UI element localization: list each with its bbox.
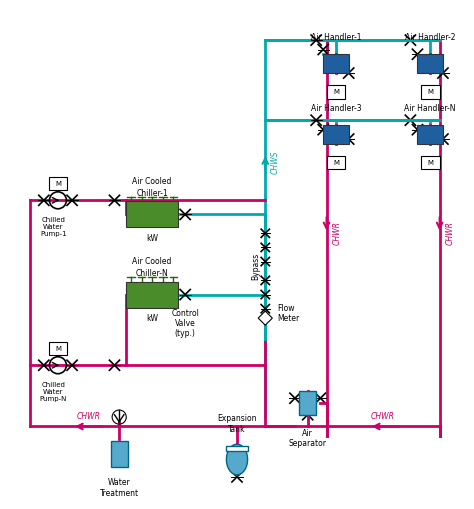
Text: CHWR: CHWR xyxy=(371,412,395,421)
Text: CHWS: CHWS xyxy=(271,151,280,175)
Text: Air Cooled: Air Cooled xyxy=(133,177,172,186)
Bar xyxy=(126,281,178,307)
Bar xyxy=(227,446,247,451)
Text: Air Cooled: Air Cooled xyxy=(133,257,172,266)
Text: Air Handler-2: Air Handler-2 xyxy=(405,34,456,42)
Text: Air
Separator: Air Separator xyxy=(289,429,327,448)
Text: Air Handler-3: Air Handler-3 xyxy=(310,104,361,113)
Bar xyxy=(327,156,346,169)
Text: CHWR: CHWR xyxy=(445,221,454,245)
Text: M: M xyxy=(333,160,339,165)
Bar xyxy=(327,86,346,99)
Text: Water
Treatment: Water Treatment xyxy=(100,478,139,498)
Text: kW: kW xyxy=(146,314,158,323)
Bar xyxy=(48,177,67,190)
Text: kW: kW xyxy=(146,234,158,243)
Bar xyxy=(421,86,439,99)
Text: Air Handler-N: Air Handler-N xyxy=(404,104,456,113)
Text: Control
Valve
(typ.): Control Valve (typ.) xyxy=(171,308,199,338)
Bar xyxy=(48,342,67,355)
Text: Chilled
Water
Pump-N: Chilled Water Pump-N xyxy=(39,382,67,402)
Bar xyxy=(299,391,316,415)
Text: Air Handler-1: Air Handler-1 xyxy=(310,34,361,42)
Text: Bypass: Bypass xyxy=(252,252,261,280)
Text: M: M xyxy=(55,181,61,187)
Text: Chiller-N: Chiller-N xyxy=(136,269,169,278)
Text: M: M xyxy=(427,160,433,165)
Text: M: M xyxy=(333,89,339,95)
Text: Flow
Meter: Flow Meter xyxy=(277,304,299,323)
Bar xyxy=(417,125,443,144)
Bar xyxy=(323,125,349,144)
Bar xyxy=(323,54,349,73)
Text: Expansion
Tank: Expansion Tank xyxy=(217,414,257,434)
Text: M: M xyxy=(427,89,433,95)
Ellipse shape xyxy=(227,444,247,475)
Bar xyxy=(417,54,443,73)
Text: M: M xyxy=(55,346,61,352)
Bar xyxy=(111,441,128,467)
Bar xyxy=(126,202,178,228)
Text: CHWR: CHWR xyxy=(77,412,100,421)
Bar xyxy=(421,156,439,169)
Text: Chilled
Water
Pump-1: Chilled Water Pump-1 xyxy=(40,217,66,237)
Text: Chiller-1: Chiller-1 xyxy=(137,189,168,198)
Text: CHWR: CHWR xyxy=(332,221,341,245)
Polygon shape xyxy=(258,311,273,325)
